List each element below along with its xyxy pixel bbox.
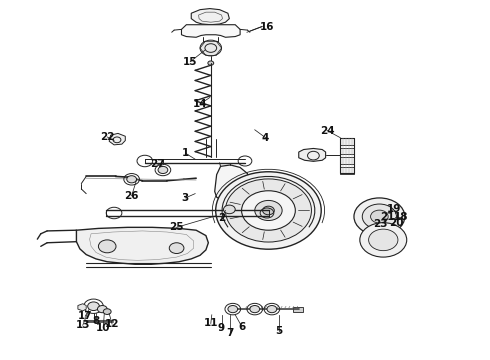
Circle shape	[228, 306, 238, 313]
Text: 1: 1	[182, 148, 189, 158]
FancyBboxPatch shape	[340, 157, 354, 164]
Circle shape	[98, 306, 107, 313]
Circle shape	[169, 243, 184, 253]
Circle shape	[103, 309, 111, 315]
Text: 10: 10	[96, 323, 111, 333]
Text: 27: 27	[150, 159, 164, 169]
Text: 11: 11	[203, 319, 218, 328]
Circle shape	[208, 61, 214, 65]
Text: 15: 15	[183, 57, 197, 67]
Text: 24: 24	[320, 126, 334, 135]
FancyBboxPatch shape	[340, 167, 354, 174]
Polygon shape	[78, 304, 86, 311]
Text: 14: 14	[193, 99, 207, 109]
Circle shape	[250, 306, 260, 313]
Circle shape	[368, 229, 398, 251]
Circle shape	[127, 176, 137, 183]
Text: 16: 16	[260, 22, 274, 32]
FancyBboxPatch shape	[340, 138, 354, 145]
Text: 26: 26	[124, 191, 139, 201]
Text: 2: 2	[218, 213, 225, 222]
Circle shape	[216, 172, 321, 249]
Text: 7: 7	[227, 328, 234, 338]
Text: 3: 3	[182, 193, 189, 203]
Circle shape	[242, 191, 295, 230]
Text: 13: 13	[75, 320, 90, 330]
Polygon shape	[181, 25, 240, 37]
Circle shape	[224, 199, 234, 206]
Text: 12: 12	[105, 319, 120, 329]
Polygon shape	[215, 165, 249, 202]
Circle shape	[370, 210, 388, 223]
Circle shape	[263, 206, 274, 215]
Text: 22: 22	[100, 132, 115, 142]
Circle shape	[223, 205, 235, 214]
Circle shape	[158, 166, 168, 174]
Polygon shape	[299, 148, 326, 161]
FancyBboxPatch shape	[293, 307, 303, 312]
Circle shape	[362, 204, 396, 229]
Text: 18: 18	[394, 212, 409, 221]
Circle shape	[360, 223, 407, 257]
Text: 5: 5	[275, 326, 283, 336]
Text: 4: 4	[262, 133, 269, 143]
Circle shape	[98, 240, 116, 253]
Text: 21: 21	[380, 212, 395, 221]
Text: 8: 8	[92, 316, 99, 326]
Circle shape	[255, 201, 282, 221]
Circle shape	[88, 302, 99, 311]
Text: 6: 6	[239, 322, 245, 332]
Text: 25: 25	[170, 222, 184, 232]
Polygon shape	[191, 9, 229, 25]
Circle shape	[354, 198, 405, 235]
Circle shape	[267, 306, 277, 313]
Polygon shape	[109, 134, 125, 145]
Text: 17: 17	[78, 311, 93, 321]
Text: 20: 20	[389, 218, 404, 228]
Text: 23: 23	[373, 219, 388, 229]
Circle shape	[225, 179, 312, 242]
Text: 19: 19	[386, 204, 401, 215]
Text: 9: 9	[218, 324, 225, 333]
Polygon shape	[76, 227, 208, 264]
Circle shape	[200, 40, 221, 56]
FancyBboxPatch shape	[340, 148, 354, 154]
